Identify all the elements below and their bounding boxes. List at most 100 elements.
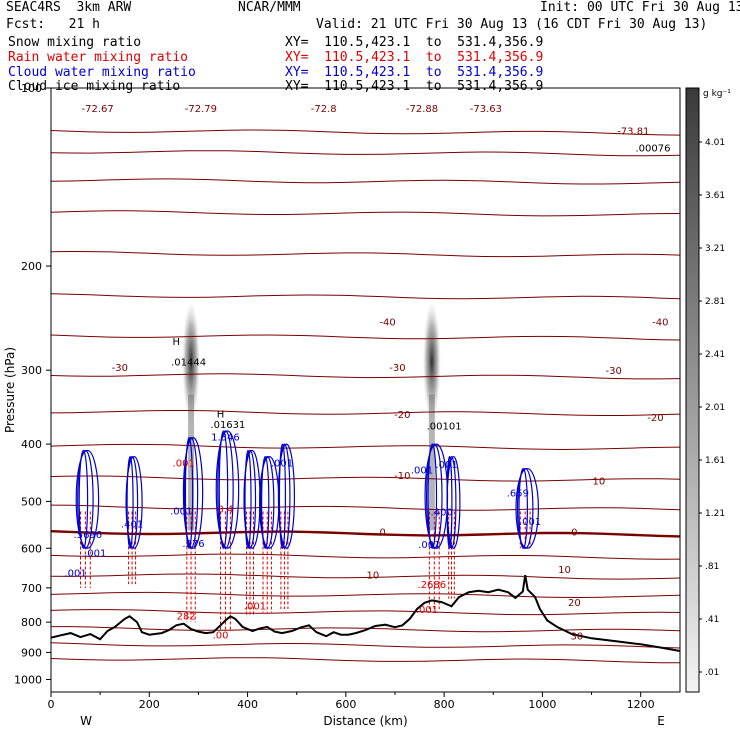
cloud-water-contour (243, 449, 261, 549)
value-label: .001 (271, 459, 293, 470)
colorbar-label: .41 (705, 615, 719, 625)
isotherm-label: -30 (605, 366, 621, 377)
value-label: .001 (411, 466, 433, 477)
field-xy-cloud-ice: XY= 110.5,423.1 to 531.4,356.9 (285, 79, 544, 94)
y-tick-label: 800 (21, 616, 42, 629)
x-tick-label: 1000 (528, 698, 556, 711)
value-label: .001 (170, 507, 192, 518)
value-label: .659 (507, 489, 529, 500)
value-label: H (173, 337, 181, 348)
isotherm-label: -20 (394, 410, 410, 421)
isotherm-label: -30 (389, 363, 405, 374)
colorbar-label: 2.01 (705, 403, 725, 413)
colorbar-label: 1.21 (705, 509, 725, 519)
colorbar: 4.01 3.61 3.21 2.81 2.41 2.01 1.61 1.21 .81 .41 .0… (685, 87, 731, 693)
colorbar-label: .01 (705, 668, 719, 678)
isotherm-line (51, 150, 680, 157)
cloud-water-contour (75, 449, 100, 549)
cloud-water-contour (182, 436, 204, 549)
value-label: .00076 (635, 143, 670, 154)
x-tick-label: 800 (434, 698, 455, 711)
x-axis-label: Distance (km) (323, 714, 407, 728)
cloud-water-contour (125, 456, 143, 549)
isotherm-label: -73.81 (617, 127, 649, 138)
isotherm-label: 30 (570, 631, 583, 642)
field-xy-cloud-water: XY= 110.5,423.1 to 531.4,356.9 (285, 65, 544, 80)
colorbar-unit: g kg⁻¹ (703, 89, 731, 99)
valid-time: Valid: 21 UTC Fri 30 Aug 13 (16 CDT Fri … (316, 17, 708, 32)
isotherm-label: 10 (593, 477, 606, 488)
isotherm-label: -40 (379, 317, 395, 328)
field-xy-rain: XY= 110.5,423.1 to 531.4,356.9 (285, 50, 544, 65)
isotherm-line (51, 573, 680, 580)
cloud-water-contour (183, 436, 199, 549)
value-label: .5696 (74, 530, 103, 541)
isotherm-line (51, 475, 680, 482)
isotherm-line (51, 553, 680, 560)
terrain-line (51, 574, 680, 652)
isotherm-label: -30 (112, 363, 128, 374)
cloud-water-contour (217, 430, 234, 549)
isotherm-label: 0 (571, 527, 577, 538)
y-tick-label: 100 (21, 82, 42, 95)
y-tick-label: 400 (21, 438, 42, 451)
cloud-water-contour (515, 467, 540, 549)
isotherm-line (51, 504, 680, 511)
value-label: .00 (213, 631, 229, 642)
isotherm-line (51, 591, 680, 599)
cloud-water-contour (77, 449, 94, 549)
cloud-water-contour (518, 467, 529, 549)
value-label: 1.346 (211, 432, 240, 443)
isotherm-line (51, 293, 680, 300)
plot-area (51, 129, 680, 664)
isotherm-label: 0 (380, 527, 386, 538)
value-label: .01631 (210, 420, 245, 431)
y-tick-label: 200 (21, 260, 42, 273)
value-label: .001 (84, 548, 106, 559)
west-label: W (80, 714, 92, 728)
colorbar-label: 3.21 (705, 244, 725, 254)
isotherm-label: -72.88 (406, 104, 438, 115)
cloud-water-contour (446, 456, 461, 549)
field-xy-snow: XY= 110.5,423.1 to 531.4,356.9 (285, 35, 544, 50)
isotherm-line (51, 609, 680, 616)
value-label: .001 (173, 459, 195, 470)
value-label: .2686 (418, 580, 447, 591)
snow-plume (422, 301, 441, 422)
isotherm-label: 10 (367, 570, 380, 581)
value-label: .001 (64, 569, 86, 580)
colorbar-label: 4.01 (705, 138, 725, 148)
colorbar-label: 3.61 (705, 191, 725, 201)
field-label-cloud-water: Cloud water mixing ratio (8, 65, 196, 80)
field-label-snow: Snow mixing ratio (8, 35, 142, 50)
isotherm-label: -10 (394, 471, 410, 482)
cloud-water-contour (277, 443, 296, 549)
colorbar-label: 1.61 (705, 456, 725, 466)
y-axis-label: Pressure (hPa) (3, 347, 17, 433)
snow-plume (182, 301, 201, 422)
value-label: 282 (177, 612, 196, 623)
cloud-water-contour (218, 430, 229, 549)
y-tick-label: 900 (21, 646, 42, 659)
isotherm-line (51, 642, 680, 649)
colorbar-label: 2.41 (705, 350, 725, 360)
y-tick-label: 300 (21, 364, 42, 377)
value-label: .00101 (427, 421, 462, 432)
cloud-water-contour (260, 456, 275, 549)
cloud-water-contour (427, 443, 438, 549)
org-label: NCAR/MMM (238, 0, 301, 15)
isotherm-label: 20 (568, 598, 581, 609)
value-label: .001 (416, 605, 438, 616)
y-tick-label: 700 (21, 582, 42, 595)
x-tick-label: 200 (139, 698, 160, 711)
value-label: .401 (121, 520, 143, 531)
isotherm-line (51, 657, 680, 664)
field-label-rain: Rain water mixing ratio (8, 50, 189, 65)
x-tick-label: 1200 (627, 698, 655, 711)
isotherm-line (51, 334, 680, 341)
x-tick-label: 400 (237, 698, 258, 711)
x-tick-label: 0 (48, 698, 55, 711)
isotherm-0 (51, 530, 680, 538)
